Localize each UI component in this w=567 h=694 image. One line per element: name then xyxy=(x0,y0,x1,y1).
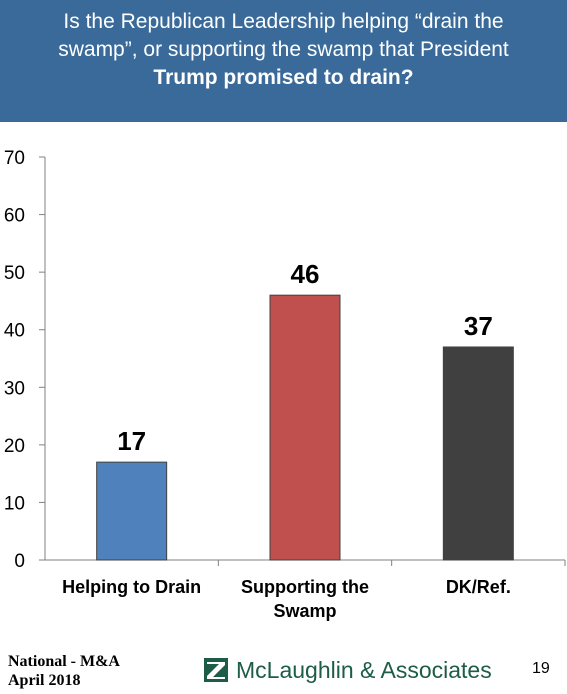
y-tick-label: 20 xyxy=(4,436,25,457)
bar xyxy=(96,461,168,561)
x-category-label: DK/Ref. xyxy=(446,577,511,597)
x-category-label: Helping to Drain xyxy=(62,577,201,597)
source-line-2: April 2018 xyxy=(8,672,81,689)
data-label: 37 xyxy=(464,311,493,341)
x-category-label: Swamp xyxy=(273,601,336,621)
y-tick-label: 30 xyxy=(4,378,25,399)
x-category-label: Supporting the xyxy=(241,577,369,597)
mclaughlin-logo-icon xyxy=(204,658,228,682)
y-tick-label: 70 xyxy=(4,148,25,169)
bar xyxy=(442,346,514,561)
y-tick-label: 0 xyxy=(14,551,25,572)
logo-text: McLaughlin & Associates xyxy=(236,656,492,683)
source-note: National - M&A April 2018 xyxy=(8,652,120,690)
page-number: 19 xyxy=(532,660,550,677)
data-label: 46 xyxy=(291,259,320,289)
title-line-2: swamp”, or supporting the swamp that Pre… xyxy=(58,38,509,61)
data-label: 17 xyxy=(117,426,146,456)
bar xyxy=(269,294,341,561)
y-tick-label: 60 xyxy=(4,206,25,227)
source-line-1: National - M&A xyxy=(8,653,120,670)
title-line-3: Trump promised to drain? xyxy=(153,66,414,89)
y-tick-label: 10 xyxy=(4,493,25,514)
company-logo: McLaughlin & Associates xyxy=(204,656,492,684)
y-tick-label: 50 xyxy=(4,263,25,284)
bar-chart: 0 10 20 30 40 50 60 70 17 Helping to Drain 46 Suppo… xyxy=(4,148,566,621)
y-tick-label: 40 xyxy=(4,321,25,342)
title-line-1: Is the Republican Leadership helping “dr… xyxy=(63,10,504,33)
title-banner: Is the Republican Leadership helping “dr… xyxy=(0,0,567,122)
